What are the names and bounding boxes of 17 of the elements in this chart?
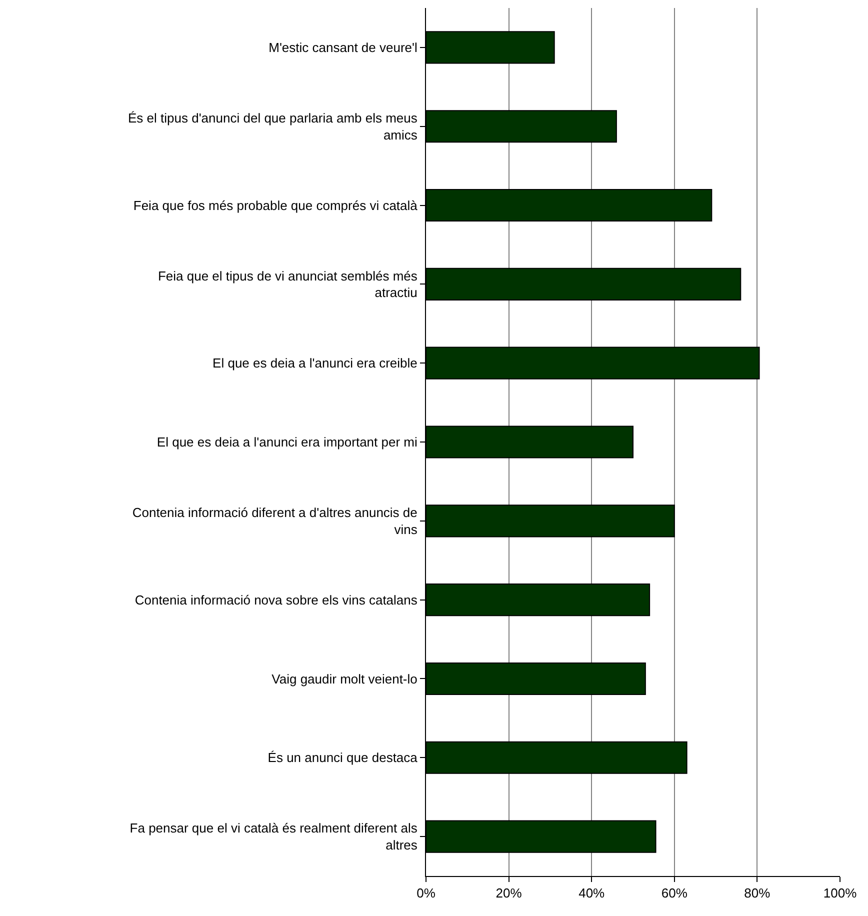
y-tick-label: Feia que el tipus de vi anunciat semblés més atractiu <box>158 268 418 300</box>
y-tick-label: Feia que fos més probable que comprés vi català <box>133 198 418 213</box>
y-tick-label: Contenia informació nova sobre els vins catalans <box>134 592 418 608</box>
y-tick-label: Fa pensar que el vi català és realment diferent als altres <box>130 820 418 853</box>
y-tick-label: És el tipus d'anunci del que parlaria amb els meus amics <box>128 110 418 142</box>
x-tick-label: 20% <box>496 886 522 901</box>
y-tick-label: Vaig gaudir molt veient-lo <box>272 671 418 686</box>
x-tick-label: 40% <box>578 886 606 901</box>
x-tick-label: 80% <box>744 886 771 901</box>
y-tick-label: És un anunci que destaca <box>268 750 418 766</box>
y-tick-label: M'estic cansant de veure'l <box>268 40 418 55</box>
y-tick-label: El que es deia a l'anunci era important per mi <box>156 434 418 450</box>
x-tick-label: 0% <box>416 886 436 901</box>
y-tick-label: Contenia informació diferent a d'altres anuncis de vins <box>132 505 418 537</box>
x-tick-label: 100% <box>823 886 858 901</box>
y-tick-label: El que es deia a l'anunci era creible <box>212 356 418 371</box>
x-tick-label: 60% <box>661 886 688 901</box>
